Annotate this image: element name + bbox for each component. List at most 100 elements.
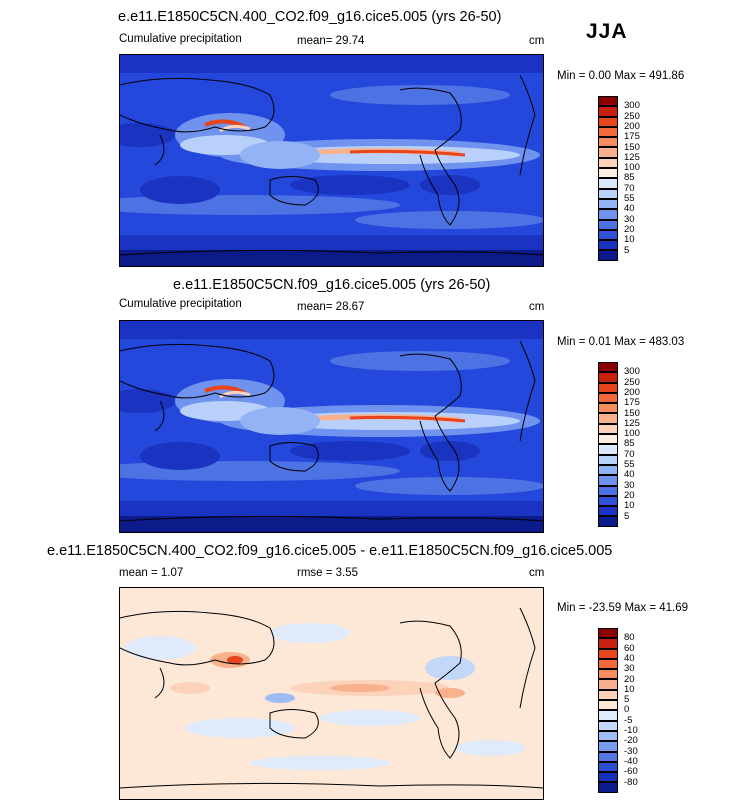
panel3-colorbar-tick-label: 30: [624, 663, 635, 675]
panel2-colorbar-tick-label: 20: [624, 489, 635, 501]
panel2-colorbar-swatch: [598, 372, 618, 383]
panel1-colorbar-swatch: [598, 229, 618, 241]
panel2-colorbar-tick-label: 250: [624, 376, 640, 388]
panel1-colorbar-tick-label: 300: [624, 100, 640, 112]
season-label: JJA: [586, 20, 628, 43]
panel3-mean: mean = 1.07: [119, 567, 184, 579]
panel1-colorbar-swatch: [598, 96, 618, 107]
panel3-colorbar-swatch: [598, 700, 618, 711]
panel1-colorbar-tick-label: 40: [624, 203, 635, 215]
panel3-colorbar-swatch: [598, 730, 618, 742]
panel2-colorbar-tick-label: 5: [624, 510, 630, 522]
panel1-colorbar-tick-label: 175: [624, 131, 640, 143]
panel1-colorbar-swatch: [598, 126, 618, 138]
panel2-colorbar-swatch: [598, 506, 618, 517]
panel3-minmax: Min = -23.59 Max = 41.69: [557, 602, 689, 614]
panel1-colorbar-tick-label: 250: [624, 110, 640, 122]
panel1-colorbar-swatch: [598, 178, 618, 189]
panel3-rmse: rmse = 3.55: [297, 567, 359, 579]
panel3-colorbar-tick-label: 80: [624, 632, 635, 644]
panel3-colorbar-swatch: [598, 761, 618, 773]
panel1-colorbar-tick-label: 200: [624, 120, 640, 132]
panel1-colorbar-swatch: [598, 240, 618, 251]
panel2-colorbar-tick-label: 200: [624, 386, 640, 398]
panel2-colorbar-tick-label: 300: [624, 366, 640, 378]
panel3-colorbar-tick-label: -5: [624, 714, 633, 726]
panel3-title: e.e11.E1850C5CN.400_CO2.f09_g16.cice5.00…: [47, 543, 613, 559]
panel2-colorbar-swatch: [598, 434, 618, 445]
panel1-colorbar-swatch: [598, 157, 618, 169]
panel2-colorbar-tick-label: 10: [624, 500, 635, 512]
panel3-colorbar-tick-label: -80: [624, 776, 638, 788]
panel1-colorbar-swatch: [598, 147, 618, 158]
panel2-colorbar-swatch: [598, 403, 618, 414]
panel3-colorbar-tick-label: 5: [624, 694, 630, 706]
panel2-mean: mean= 28.67: [297, 301, 365, 313]
panel1-colorbar-swatch: [598, 168, 618, 179]
panel2-colorbar-swatch: [598, 464, 618, 476]
panel2-colorbar-swatch: [598, 516, 618, 527]
panel1-colorbar-tick-label: 10: [624, 234, 635, 246]
panel2-colorbar-tick-label: 100: [624, 428, 640, 440]
panel3-colorbar-tick-label: -20: [624, 735, 638, 747]
panel1-colorbar-tick-label: 150: [624, 141, 640, 153]
panel1-colorbar-tick-label: 30: [624, 213, 635, 225]
panel2-colorbar-swatch: [598, 392, 618, 404]
panel1-colorbar-tick-label: 20: [624, 223, 635, 235]
panel1-colorbar-swatch: [598, 137, 618, 148]
panel2-colorbar-tick-label: 30: [624, 479, 635, 491]
panel3-colorbar-swatch: [598, 669, 618, 680]
panel2-colorbar-tick-label: 70: [624, 448, 635, 460]
panel1-colorbar-swatch: [598, 209, 618, 220]
panel3-map: [119, 587, 544, 800]
panel1-colorbar-tick-label: 55: [624, 193, 635, 204]
panel1-minmax: Min = 0.00 Max = 491.86: [557, 70, 685, 82]
panel2-colorbar-swatch: [598, 475, 618, 486]
panel3-colorbar-tick-label: 40: [624, 652, 635, 664]
panel3-colorbar-swatch: [598, 741, 618, 752]
panel3-unit: cm: [529, 567, 545, 579]
panel3-colorbar-swatch: [598, 628, 618, 639]
panel2-colorbar-tick-label: 40: [624, 469, 635, 481]
panel3-colorbar-swatch: [598, 751, 618, 762]
panel1-colorbar-tick-label: 125: [624, 151, 640, 163]
panel1-colorbar-swatch: [598, 116, 618, 127]
panel3-colorbar-tick-label: 60: [624, 642, 635, 654]
panel2-colorbar-swatch: [598, 485, 618, 496]
panel1-colorbar-swatch: [598, 219, 618, 230]
panel2-colorbar-swatch: [598, 454, 618, 465]
panel2-colorbar-tick-label: 150: [624, 407, 640, 419]
panel3-colorbar-tick-label: 20: [624, 673, 635, 685]
panel1-colorbar-tick-label: 100: [624, 162, 640, 174]
panel3-colorbar: [598, 628, 618, 793]
panel1-colorbar-swatch: [598, 106, 618, 117]
panel1-colorbar-swatch: [598, 188, 618, 199]
panel1-mean: mean= 29.74: [297, 35, 365, 47]
panel2-colorbar-tick-label: 125: [624, 417, 640, 429]
panel1-colorbar-swatch: [598, 250, 618, 261]
panel3-colorbar-swatch: [598, 720, 618, 731]
panel3-colorbar-swatch: [598, 679, 618, 690]
panel2-title: e.e11.E1850C5CN.f09_g16.cice5.005 (yrs 2…: [173, 277, 491, 293]
panel2-map: [119, 320, 544, 533]
panel2-colorbar-swatch: [598, 495, 618, 507]
panel1-left-label: Cumulative precipitation: [119, 33, 242, 45]
panel3-colorbar-swatch: [598, 648, 618, 659]
panel3-colorbar-swatch: [598, 710, 618, 721]
panel2-colorbar-swatch: [598, 382, 618, 393]
panel1-title: e.e11.E1850C5CN.400_CO2.f09_g16.cice5.00…: [118, 9, 502, 25]
panel1-colorbar-tick-label: 70: [624, 182, 635, 194]
panel2-colorbar-tick-label: 85: [624, 438, 635, 450]
panel1-map: [119, 54, 544, 267]
panel2-colorbar-swatch: [598, 423, 618, 435]
panel2-colorbar-tick-label: 55: [624, 459, 635, 470]
panel2-colorbar: [598, 362, 618, 527]
panel1-colorbar-tick-label: 5: [624, 244, 630, 256]
panel2-minmax: Min = 0.01 Max = 483.03: [557, 336, 685, 348]
panel3-colorbar-swatch: [598, 782, 618, 793]
panel3-colorbar-tick-label: -40: [624, 755, 638, 767]
panel1-unit: cm: [529, 35, 545, 47]
panel3-colorbar-tick-label: 10: [624, 683, 635, 695]
panel2-colorbar-swatch: [598, 444, 618, 455]
panel2-left-label: Cumulative precipitation: [119, 298, 242, 310]
